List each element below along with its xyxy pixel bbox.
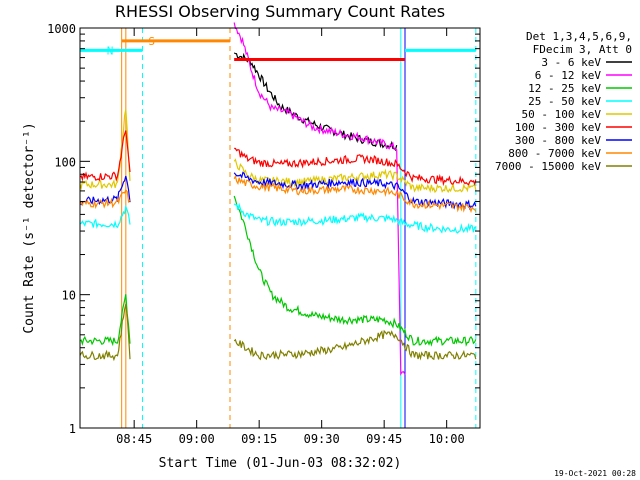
annotation-layer: SN [80,35,476,62]
axis-ticks: 08:45 09:00 09:15 09:30 09:45 10:00 1 10 100 1000 [47,22,480,446]
annotation-label-s: S [148,35,155,48]
annotation-label-n: N [107,44,114,57]
legend-label-50-100-kev: 50 - 100 keV [522,108,602,121]
legend-label-800-7000-kev: 800 - 7000 keV [508,147,601,160]
series-layer [79,22,477,376]
legend: Det 1,3,4,5,6,9,FDecim 3, Att 03 - 6 keV… [495,30,632,173]
series-line-300-800-kev [79,171,477,211]
legend-label-6-12-kev: 6 - 12 keV [535,69,602,82]
legend-label-25-50-kev: 25 - 50 keV [528,95,601,108]
vertical-markers [79,28,477,428]
series-line-7000-15000-kev [79,304,477,362]
series-line-100-300-kev [79,130,477,187]
y-tick-label-1: 1 [69,422,76,436]
x-tick-label-0915: 09:15 [241,432,277,446]
y-tick-label-1000: 1000 [47,22,76,36]
x-tick-label-0845: 08:45 [116,432,152,446]
x-tick-label-1000: 10:00 [429,432,465,446]
x-tick-label-0945: 09:45 [366,432,402,446]
series-line-50-100-kev [79,108,477,194]
plot-frame [79,27,481,429]
legend-label-7000-15000-kev: 7000 - 15000 keV [495,160,601,173]
legend-label-300-800-kev: 300 - 800 keV [515,134,601,147]
x-tick-label-0900: 09:00 [179,432,215,446]
legend-label-100-300-kev: 100 - 300 keV [515,121,601,134]
legend-label-12-25-kev: 12 - 25 keV [528,82,601,95]
chart-title: RHESSI Observing Summary Count Rates [115,2,445,21]
legend-label-3-6-kev: 3 - 6 keV [541,56,601,69]
legend-header-1: FDecim 3, Att 0 [533,43,632,56]
series-line-12-25-kev [79,195,477,347]
y-tick-label-10: 10 [62,289,76,303]
x-axis-label: Start Time (01-Jun-03 08:32:02) [159,456,402,471]
series-line-800-7000-kev [79,174,477,214]
x-tick-label-0930: 09:30 [304,432,340,446]
series-line-6-12-kev [233,22,406,376]
y-axis-label: Count Rate (s⁻¹ detector⁻¹) [22,122,37,333]
series-line-3-6-kev [233,52,398,152]
y-tick-label-100: 100 [54,155,76,169]
legend-header-0: Det 1,3,4,5,6,9, [526,30,632,43]
series-line-25-50-kev [79,202,476,234]
footer-timestamp: 19-Oct-2021 00:28 [554,469,636,478]
